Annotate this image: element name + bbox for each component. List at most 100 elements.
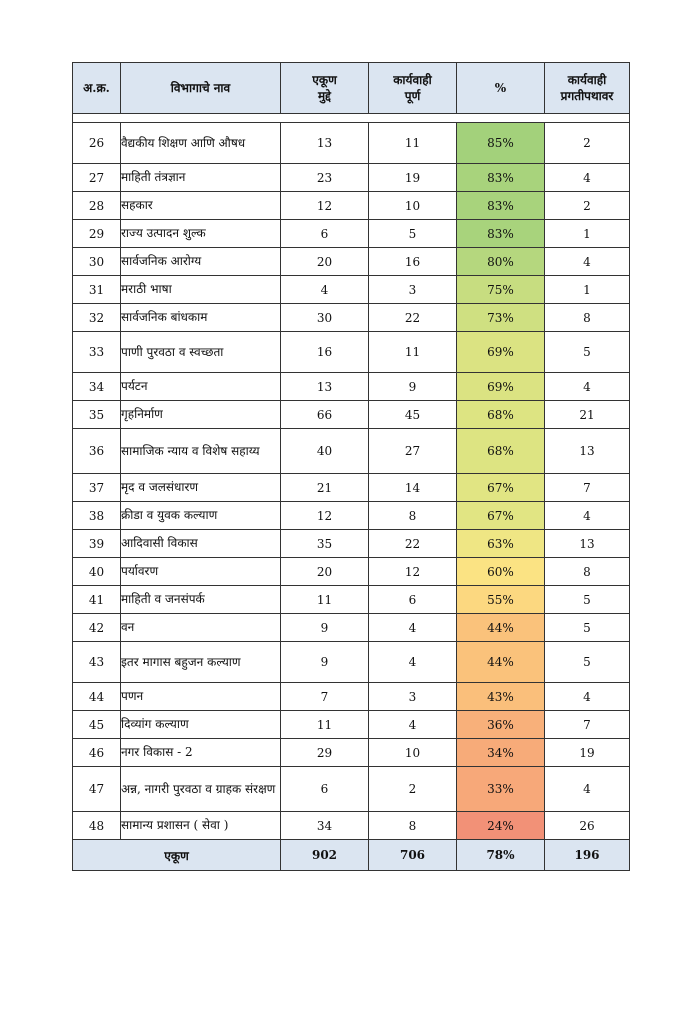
cell-progress: 8 <box>544 303 630 332</box>
total-label: एकूण <box>72 839 281 871</box>
cell-progress: 4 <box>544 501 630 530</box>
cell-total: 4 <box>280 275 369 304</box>
cell-done: 2 <box>368 766 457 812</box>
cell-pct: 68% <box>456 428 545 474</box>
cell-sr: 29 <box>72 219 121 248</box>
cell-total: 13 <box>280 372 369 401</box>
cell-dept: माहिती तंत्रज्ञान <box>120 163 281 192</box>
cell-done: 5 <box>368 219 457 248</box>
header-progress: कार्यवाही प्रगतीपथावर <box>544 62 630 114</box>
table-row: 45 दिव्यांग कल्याण 11 4 36% 7 <box>72 710 630 739</box>
cell-done: 3 <box>368 682 457 711</box>
total-done: 706 <box>368 839 457 871</box>
table-row: 31 मराठी भाषा 4 3 75% 1 <box>72 275 630 304</box>
cell-progress: 4 <box>544 372 630 401</box>
cell-total: 66 <box>280 400 369 429</box>
cell-dept: नगर विकास - 2 <box>120 738 281 767</box>
cell-sr: 36 <box>72 428 121 474</box>
cell-sr: 31 <box>72 275 121 304</box>
table-row: 46 नगर विकास - 2 29 10 34% 19 <box>72 738 630 767</box>
cell-progress: 21 <box>544 400 630 429</box>
cell-sr: 39 <box>72 529 121 558</box>
cell-progress: 7 <box>544 710 630 739</box>
cell-total: 12 <box>280 501 369 530</box>
cell-total: 13 <box>280 122 369 164</box>
cell-done: 22 <box>368 303 457 332</box>
cell-progress: 2 <box>544 191 630 220</box>
cell-sr: 37 <box>72 473 121 502</box>
cell-done: 8 <box>368 501 457 530</box>
cell-sr: 35 <box>72 400 121 429</box>
cell-sr: 44 <box>72 682 121 711</box>
cell-pct: 83% <box>456 191 545 220</box>
cell-dept: सार्वजनिक आरोग्य <box>120 247 281 276</box>
cell-progress: 4 <box>544 682 630 711</box>
cell-total: 12 <box>280 191 369 220</box>
department-progress-table: अ.क्र. विभागाचे नाव एकूण मुद्दे कार्यवाही… <box>72 62 630 871</box>
cell-total: 35 <box>280 529 369 558</box>
cell-pct: 34% <box>456 738 545 767</box>
cell-dept: मराठी भाषा <box>120 275 281 304</box>
cell-done: 12 <box>368 557 457 586</box>
cell-dept: माहिती व जनसंपर्क <box>120 585 281 614</box>
cell-pct: 83% <box>456 163 545 192</box>
table-row: 42 वन 9 4 44% 5 <box>72 613 630 642</box>
table-row: 48 सामान्य प्रशासन ( सेवा ) 34 8 24% 26 <box>72 811 630 840</box>
cell-total: 23 <box>280 163 369 192</box>
table-row: 27 माहिती तंत्रज्ञान 23 19 83% 4 <box>72 163 630 192</box>
cell-done: 6 <box>368 585 457 614</box>
cell-progress: 5 <box>544 613 630 642</box>
cell-dept: सहकार <box>120 191 281 220</box>
header-dept: विभागाचे नाव <box>120 62 281 114</box>
cell-sr: 40 <box>72 557 121 586</box>
cell-sr: 33 <box>72 331 121 373</box>
cell-dept: पर्यावरण <box>120 557 281 586</box>
cell-progress: 2 <box>544 122 630 164</box>
cell-done: 10 <box>368 191 457 220</box>
cell-pct: 83% <box>456 219 545 248</box>
cell-done: 19 <box>368 163 457 192</box>
cell-total: 20 <box>280 247 369 276</box>
cell-done: 10 <box>368 738 457 767</box>
cell-sr: 28 <box>72 191 121 220</box>
cell-pct: 44% <box>456 613 545 642</box>
table-row: 28 सहकार 12 10 83% 2 <box>72 191 630 220</box>
cell-pct: 43% <box>456 682 545 711</box>
cell-sr: 41 <box>72 585 121 614</box>
cell-dept: इतर मागास बहुजन कल्याण <box>120 641 281 683</box>
table-row: 41 माहिती व जनसंपर्क 11 6 55% 5 <box>72 585 630 614</box>
table-row: 47 अन्न, नागरी पुरवठा व ग्राहक संरक्षण 6 2 3… <box>72 766 630 812</box>
cell-dept: सामाजिक न्याय व विशेष सहाय्य <box>120 428 281 474</box>
cell-total: 40 <box>280 428 369 474</box>
total-row: एकूण 902 706 78% 196 <box>72 839 630 871</box>
table-row: 40 पर्यावरण 20 12 60% 8 <box>72 557 630 586</box>
cell-sr: 30 <box>72 247 121 276</box>
cell-sr: 27 <box>72 163 121 192</box>
cell-dept: अन्न, नागरी पुरवठा व ग्राहक संरक्षण <box>120 766 281 812</box>
cell-pct: 75% <box>456 275 545 304</box>
total-count: 902 <box>280 839 369 871</box>
cell-dept: वैद्यकीय शिक्षण आणि औषध <box>120 122 281 164</box>
cell-done: 11 <box>368 122 457 164</box>
table-row: 37 मृद व जलसंधारण 21 14 67% 7 <box>72 473 630 502</box>
cell-dept: वन <box>120 613 281 642</box>
cell-done: 4 <box>368 710 457 739</box>
cell-pct: 60% <box>456 557 545 586</box>
cell-pct: 55% <box>456 585 545 614</box>
cell-progress: 13 <box>544 529 630 558</box>
cell-done: 14 <box>368 473 457 502</box>
cell-total: 7 <box>280 682 369 711</box>
cell-pct: 67% <box>456 473 545 502</box>
cell-pct: 85% <box>456 122 545 164</box>
table-row: 38 क्रीडा व युवक कल्याण 12 8 67% 4 <box>72 501 630 530</box>
cell-progress: 5 <box>544 641 630 683</box>
cell-total: 29 <box>280 738 369 767</box>
cell-pct: 80% <box>456 247 545 276</box>
table-row: 36 सामाजिक न्याय व विशेष सहाय्य 40 27 68% 13 <box>72 428 630 474</box>
cell-sr: 45 <box>72 710 121 739</box>
cell-sr: 38 <box>72 501 121 530</box>
cell-done: 4 <box>368 641 457 683</box>
cell-total: 9 <box>280 641 369 683</box>
cell-dept: दिव्यांग कल्याण <box>120 710 281 739</box>
table-row: 30 सार्वजनिक आरोग्य 20 16 80% 4 <box>72 247 630 276</box>
